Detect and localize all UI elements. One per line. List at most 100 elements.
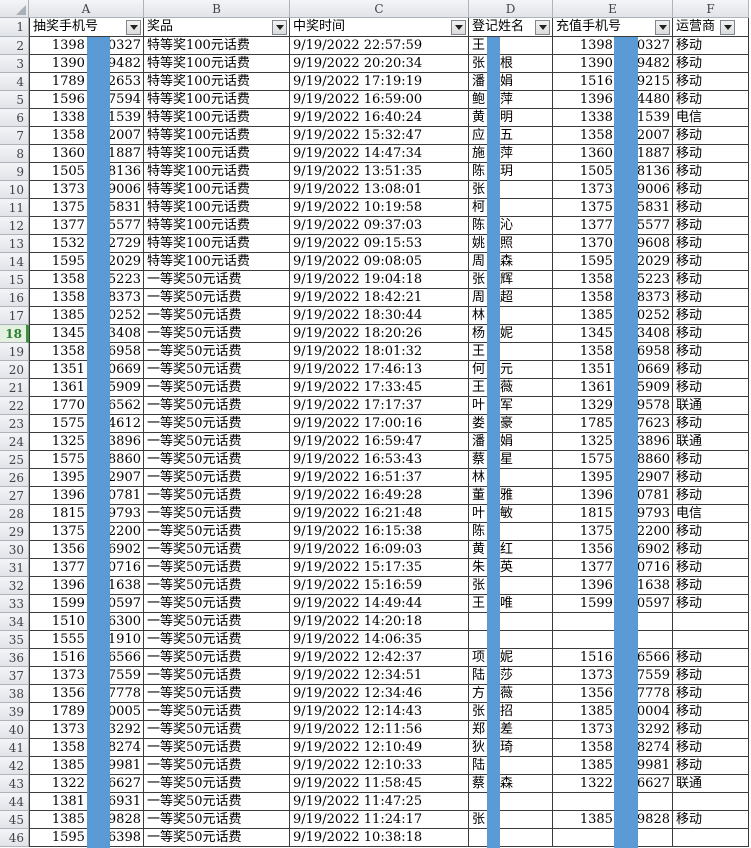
- cell-A28[interactable]: 1815 9793: [29, 505, 144, 523]
- cell-F23[interactable]: 移动: [673, 415, 749, 433]
- cell-D10[interactable]: 张: [469, 181, 553, 199]
- cell-A5[interactable]: 1596 7594: [29, 91, 144, 109]
- cell-A31[interactable]: 1377 0716: [29, 559, 144, 577]
- cell-D41[interactable]: 狄琦: [469, 739, 553, 757]
- cell-F26[interactable]: 移动: [673, 469, 749, 487]
- cell-E20[interactable]: 1351 0669: [553, 361, 673, 379]
- cell-A40[interactable]: 1373 3292: [29, 721, 144, 739]
- cell-E8[interactable]: 1360 1887: [553, 145, 673, 163]
- row-header-14[interactable]: 14: [0, 253, 29, 271]
- cell-D37[interactable]: 陆莎: [469, 667, 553, 685]
- cell-B8[interactable]: 特等奖100元话费: [144, 145, 290, 163]
- cell-B23[interactable]: 一等奖50元话费: [144, 415, 290, 433]
- cell-D12[interactable]: 陈沁: [469, 217, 553, 235]
- cell-E41[interactable]: 1358 8274: [553, 739, 673, 757]
- cell-C29[interactable]: 9/19/2022 16:15:38: [290, 523, 469, 541]
- header-cell-B[interactable]: 奖品: [144, 18, 290, 37]
- row-header-19[interactable]: 19: [0, 343, 29, 361]
- cell-E30[interactable]: 1356 6902: [553, 541, 673, 559]
- row-header-17[interactable]: 17: [0, 307, 29, 325]
- cell-B7[interactable]: 特等奖100元话费: [144, 127, 290, 145]
- cell-D4[interactable]: 潘娟: [469, 73, 553, 91]
- cell-E27[interactable]: 1396 0781: [553, 487, 673, 505]
- cell-D7[interactable]: 应五: [469, 127, 553, 145]
- cell-C5[interactable]: 9/19/2022 16:59:00: [290, 91, 469, 109]
- cell-A4[interactable]: 1789 2653: [29, 73, 144, 91]
- row-header-35[interactable]: 35: [0, 631, 29, 649]
- cell-F2[interactable]: 移动: [673, 37, 749, 55]
- cell-F40[interactable]: 移动: [673, 721, 749, 739]
- cell-A32[interactable]: 1396 1638: [29, 577, 144, 595]
- cell-F14[interactable]: 移动: [673, 253, 749, 271]
- cell-A43[interactable]: 1322 6627: [29, 775, 144, 793]
- cell-F29[interactable]: 移动: [673, 523, 749, 541]
- cell-B32[interactable]: 一等奖50元话费: [144, 577, 290, 595]
- column-header-B[interactable]: B: [144, 0, 290, 18]
- cell-E21[interactable]: 1361 5909: [553, 379, 673, 397]
- cell-F11[interactable]: 移动: [673, 199, 749, 217]
- cell-F19[interactable]: 移动: [673, 343, 749, 361]
- cell-D32[interactable]: 张: [469, 577, 553, 595]
- cell-C18[interactable]: 9/19/2022 18:20:26: [290, 325, 469, 343]
- cell-B20[interactable]: 一等奖50元话费: [144, 361, 290, 379]
- column-header-A[interactable]: A: [29, 0, 144, 18]
- filter-button-A[interactable]: [126, 20, 141, 35]
- row-header-22[interactable]: 22: [0, 397, 29, 415]
- cell-A37[interactable]: 1373 7559: [29, 667, 144, 685]
- cell-E45[interactable]: 1385 9828: [553, 811, 673, 829]
- cell-F37[interactable]: 移动: [673, 667, 749, 685]
- cell-E5[interactable]: 1396 4480: [553, 91, 673, 109]
- cell-B30[interactable]: 一等奖50元话费: [144, 541, 290, 559]
- cell-D20[interactable]: 何元: [469, 361, 553, 379]
- cell-D36[interactable]: 项妮: [469, 649, 553, 667]
- cell-D34[interactable]: [469, 613, 553, 631]
- row-header-5[interactable]: 5: [0, 91, 29, 109]
- filter-button-B[interactable]: [272, 20, 287, 35]
- cell-D3[interactable]: 张根: [469, 55, 553, 73]
- cell-B33[interactable]: 一等奖50元话费: [144, 595, 290, 613]
- cell-C24[interactable]: 9/19/2022 16:59:47: [290, 433, 469, 451]
- cell-A11[interactable]: 1375 5831: [29, 199, 144, 217]
- row-header-16[interactable]: 16: [0, 289, 29, 307]
- cell-C21[interactable]: 9/19/2022 17:33:45: [290, 379, 469, 397]
- cell-F20[interactable]: 移动: [673, 361, 749, 379]
- cell-E24[interactable]: 1325 3896: [553, 433, 673, 451]
- cell-F34[interactable]: [673, 613, 749, 631]
- cell-B22[interactable]: 一等奖50元话费: [144, 397, 290, 415]
- cell-A25[interactable]: 1575 8860: [29, 451, 144, 469]
- row-header-12[interactable]: 12: [0, 217, 29, 235]
- cell-D14[interactable]: 周森: [469, 253, 553, 271]
- cell-A20[interactable]: 1351 0669: [29, 361, 144, 379]
- cell-F6[interactable]: 电信: [673, 109, 749, 127]
- cell-D25[interactable]: 蔡星: [469, 451, 553, 469]
- cell-D30[interactable]: 黄红: [469, 541, 553, 559]
- cell-C33[interactable]: 9/19/2022 14:49:44: [290, 595, 469, 613]
- cell-D21[interactable]: 王薇: [469, 379, 553, 397]
- cell-C32[interactable]: 9/19/2022 15:16:59: [290, 577, 469, 595]
- header-cell-E[interactable]: 充值手机号: [553, 18, 673, 37]
- cell-C44[interactable]: 9/19/2022 11:47:25: [290, 793, 469, 811]
- cell-F36[interactable]: 移动: [673, 649, 749, 667]
- filter-button-F[interactable]: [720, 20, 735, 35]
- cell-A12[interactable]: 1377 5577: [29, 217, 144, 235]
- cell-B15[interactable]: 一等奖50元话费: [144, 271, 290, 289]
- cell-E29[interactable]: 1375 2200: [553, 523, 673, 541]
- cell-B13[interactable]: 特等奖100元话费: [144, 235, 290, 253]
- header-cell-C[interactable]: 中奖时间: [290, 18, 469, 37]
- cell-F8[interactable]: 移动: [673, 145, 749, 163]
- row-header-43[interactable]: 43: [0, 775, 29, 793]
- column-header-C[interactable]: C: [290, 0, 469, 18]
- cell-D13[interactable]: 姚照: [469, 235, 553, 253]
- cell-F46[interactable]: [673, 829, 749, 847]
- cell-E16[interactable]: 1358 8373: [553, 289, 673, 307]
- cell-D31[interactable]: 朱英: [469, 559, 553, 577]
- cell-B28[interactable]: 一等奖50元话费: [144, 505, 290, 523]
- cell-F38[interactable]: 移动: [673, 685, 749, 703]
- redaction-bar-name[interactable]: [487, 37, 500, 848]
- cell-F17[interactable]: 移动: [673, 307, 749, 325]
- cell-E39[interactable]: 1385 0004: [553, 703, 673, 721]
- cell-B44[interactable]: 一等奖50元话费: [144, 793, 290, 811]
- cell-A35[interactable]: 1555 1910: [29, 631, 144, 649]
- cell-C9[interactable]: 9/19/2022 13:51:35: [290, 163, 469, 181]
- cell-A26[interactable]: 1395 2907: [29, 469, 144, 487]
